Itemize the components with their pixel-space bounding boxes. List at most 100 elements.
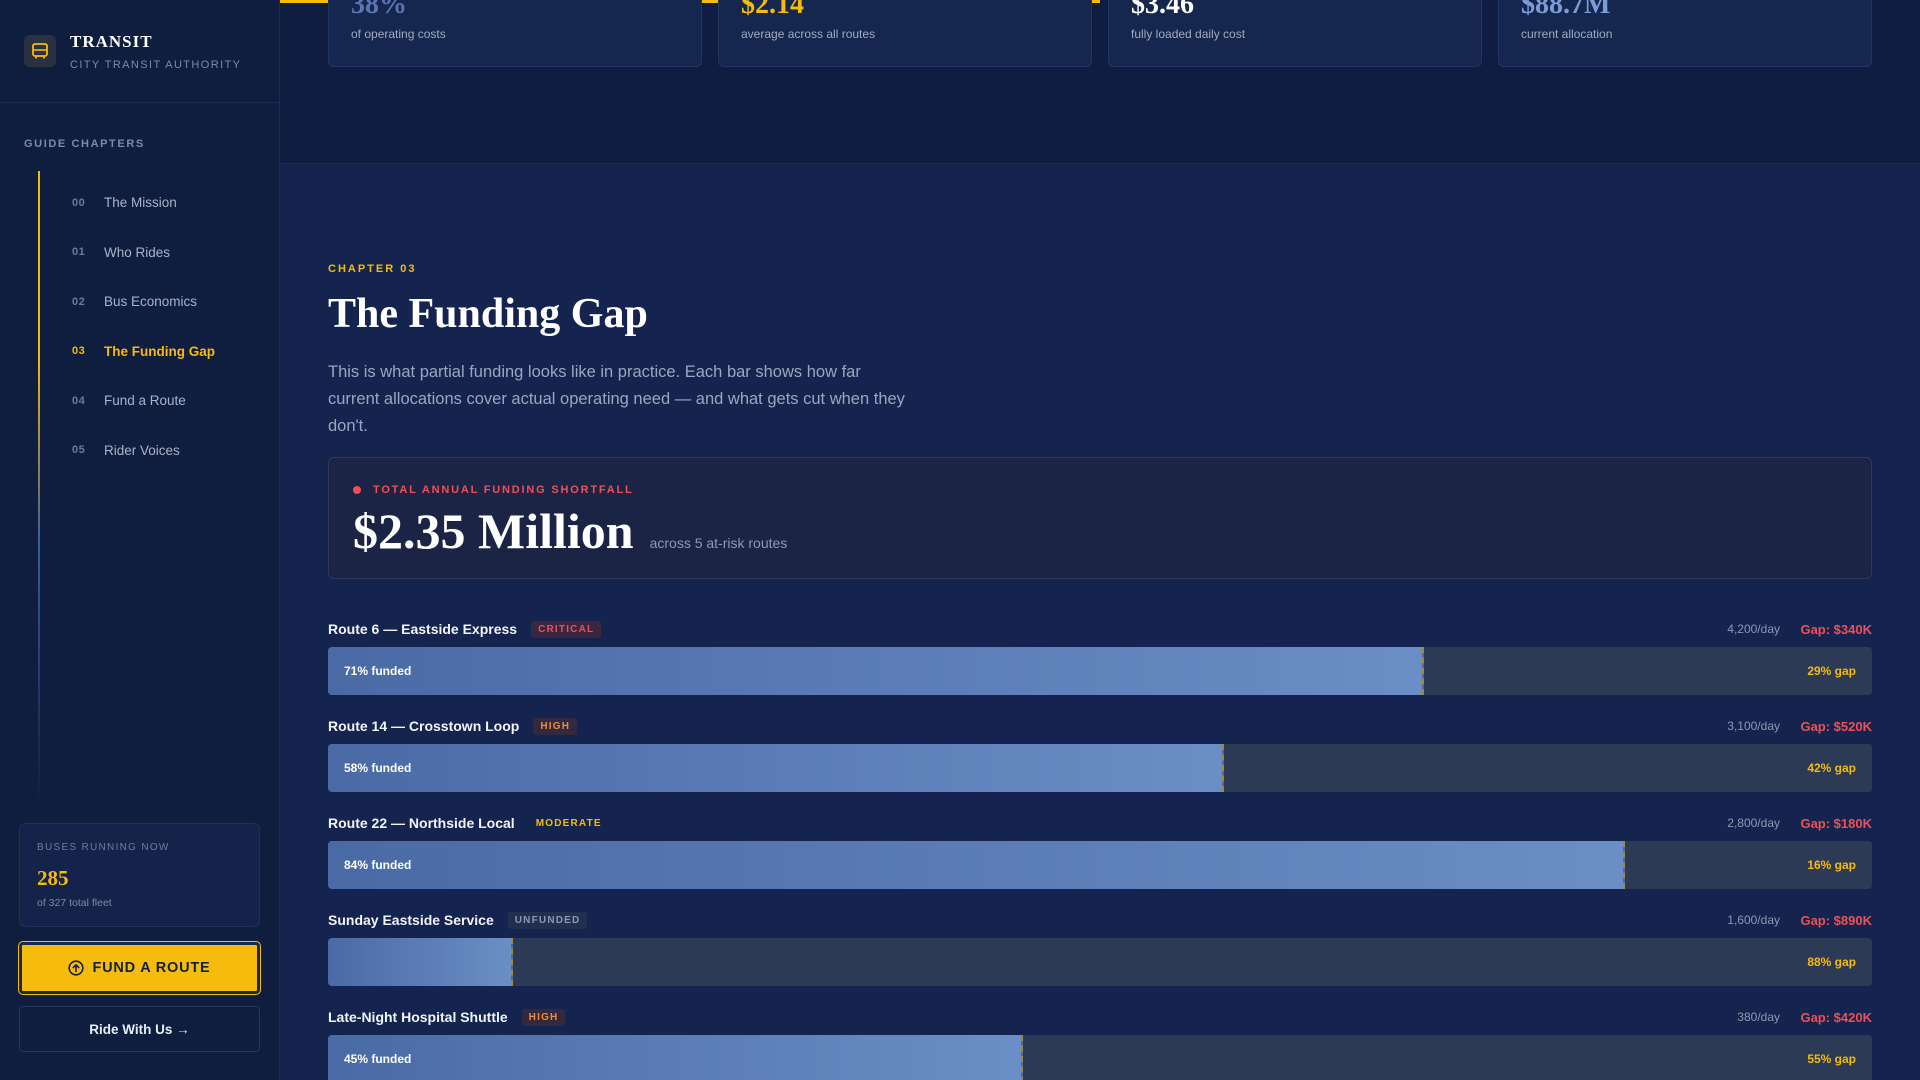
chapter-item-bus-economics[interactable]: 02 Bus Economics bbox=[72, 277, 215, 327]
chapter-number: 02 bbox=[72, 295, 86, 308]
funded-label: 58% funded bbox=[344, 761, 412, 775]
buses-running-label: BUSES RUNNING NOW bbox=[37, 842, 170, 853]
route-ridership: 4,200/day bbox=[1727, 622, 1780, 636]
route-gap-amount: Gap: $520K bbox=[1800, 718, 1872, 734]
buses-running-count: 285 bbox=[37, 866, 69, 890]
chapter-label: The Funding Gap bbox=[104, 343, 215, 359]
route-name: Route 14 — Crosstown Loop bbox=[328, 718, 520, 734]
funding-bar-fill bbox=[328, 1035, 1023, 1080]
route-name: Late-Night Hospital Shuttle bbox=[328, 1009, 508, 1025]
chapter-number: 03 bbox=[72, 345, 86, 358]
brand[interactable]: TRANSIT CITY TRANSIT AUTHORITY bbox=[0, 0, 279, 103]
chapter-label: Rider Voices bbox=[104, 442, 180, 458]
shortfall-subtext: across 5 at-risk routes bbox=[649, 535, 788, 551]
chapter-item-rider-voices[interactable]: 05 Rider Voices bbox=[72, 426, 215, 476]
gap-label: 88% gap bbox=[1807, 955, 1856, 969]
funding-bar: 84% funded 16% gap bbox=[328, 841, 1872, 889]
funding-shortfall-card: TOTAL ANNUAL FUNDING SHORTFALL $2.35 Mil… bbox=[328, 457, 1872, 579]
funded-label: 71% funded bbox=[344, 664, 412, 678]
funding-bar-fill bbox=[328, 647, 1425, 695]
funding-bar: 71% funded 29% gap bbox=[328, 647, 1872, 695]
chapter-tag: CHAPTER 03 bbox=[328, 263, 417, 275]
chapter-number: 00 bbox=[72, 196, 86, 209]
buses-fleet-total: of 327 total fleet bbox=[37, 897, 112, 909]
shortfall-label-text: TOTAL ANNUAL FUNDING SHORTFALL bbox=[373, 484, 634, 496]
stat-label: fully loaded daily cost bbox=[1131, 27, 1246, 41]
stat-label: average across all routes bbox=[741, 27, 876, 41]
priority-badge: CRITICAL bbox=[531, 620, 602, 638]
route-row[interactable]: Route 6 — Eastside Express CRITICAL 4,20… bbox=[328, 616, 1872, 713]
stat-label: of operating costs bbox=[351, 27, 446, 41]
funding-bar: 58% funded 42% gap bbox=[328, 744, 1872, 792]
arrow-up-circle-icon bbox=[68, 960, 85, 976]
route-name: Sunday Eastside Service bbox=[328, 912, 494, 928]
chapter-progress-rail bbox=[38, 171, 40, 796]
route-gap-amount: Gap: $420K bbox=[1800, 1009, 1872, 1025]
brand-title: TRANSIT bbox=[70, 31, 153, 51]
route-header: Late-Night Hospital Shuttle HIGH 380/day… bbox=[328, 1004, 1872, 1030]
funding-bar-fill bbox=[328, 744, 1224, 792]
route-gap-amount: Gap: $180K bbox=[1800, 815, 1872, 831]
stat-value: $88.7M bbox=[1521, 0, 1611, 20]
stats-band: 38% of operating costs $2.14 average acr… bbox=[280, 0, 1920, 164]
funded-label: 84% funded bbox=[344, 858, 412, 872]
funding-bar: 45% funded 55% gap bbox=[328, 1035, 1872, 1080]
chapter-item-the-funding-gap[interactable]: 03 The Funding Gap bbox=[72, 327, 215, 377]
fund-a-route-label: FUND A ROUTE bbox=[92, 960, 211, 976]
funding-bar-fill bbox=[328, 841, 1625, 889]
fund-a-route-button[interactable]: FUND A ROUTE bbox=[18, 941, 261, 995]
route-gap-amount: Gap: $890K bbox=[1800, 912, 1872, 928]
stat-value: 38% bbox=[351, 0, 407, 20]
priority-badge: HIGH bbox=[521, 1008, 566, 1026]
stat-card: $3.46 fully loaded daily cost bbox=[1108, 0, 1482, 67]
chapter-description: This is what partial funding looks like … bbox=[328, 363, 905, 435]
shortfall-amount: $2.35 Million bbox=[353, 503, 634, 559]
route-list: Route 6 — Eastside Express CRITICAL 4,20… bbox=[328, 616, 1872, 1080]
priority-badge: UNFUNDED bbox=[507, 911, 588, 929]
buses-running-card: BUSES RUNNING NOW 285 of 327 total fleet bbox=[19, 823, 260, 927]
bus-icon bbox=[24, 35, 56, 67]
stat-label: current allocation bbox=[1521, 27, 1613, 41]
route-gap-amount: Gap: $340K bbox=[1800, 621, 1872, 637]
chapter-label: Who Rides bbox=[104, 244, 171, 260]
chapter-label: Bus Economics bbox=[104, 294, 198, 310]
gap-label: 42% gap bbox=[1807, 761, 1856, 775]
priority-badge: MODERATE bbox=[528, 814, 609, 832]
route-ridership: 380/day bbox=[1737, 1010, 1780, 1024]
route-row[interactable]: Route 22 — Northside Local MODERATE 2,80… bbox=[328, 810, 1872, 907]
chapter-label: The Mission bbox=[104, 195, 177, 211]
gap-label: 16% gap bbox=[1807, 858, 1856, 872]
route-name: Route 22 — Northside Local bbox=[328, 815, 515, 831]
chapters-heading: GUIDE CHAPTERS bbox=[24, 138, 145, 150]
main-content: 38% of operating costs $2.14 average acr… bbox=[280, 0, 1920, 1080]
route-name: Route 6 — Eastside Express bbox=[328, 621, 518, 637]
chapter-item-the-mission[interactable]: 00 The Mission bbox=[72, 178, 215, 228]
chapter-number: 04 bbox=[72, 394, 86, 407]
route-ridership: 2,800/day bbox=[1727, 816, 1780, 830]
stat-card: $2.14 average across all routes bbox=[718, 0, 1092, 67]
funding-bar-fill bbox=[328, 938, 514, 986]
chapter-item-who-rides[interactable]: 01 Who Rides bbox=[72, 228, 215, 278]
funded-label: 45% funded bbox=[344, 1052, 412, 1066]
ride-with-us-button[interactable]: Ride With Us → bbox=[19, 1006, 260, 1052]
shortfall-label: TOTAL ANNUAL FUNDING SHORTFALL bbox=[353, 484, 1847, 496]
stat-value: $2.14 bbox=[741, 0, 804, 20]
sidebar: TRANSIT CITY TRANSIT AUTHORITY GUIDE CHA… bbox=[0, 0, 280, 1080]
route-header: Route 22 — Northside Local MODERATE 2,80… bbox=[328, 810, 1872, 836]
brand-subtitle: CITY TRANSIT AUTHORITY bbox=[70, 58, 242, 71]
route-header: Route 14 — Crosstown Loop HIGH 3,100/day… bbox=[328, 713, 1872, 739]
route-header: Sunday Eastside Service UNFUNDED 1,600/d… bbox=[328, 907, 1872, 933]
stat-card: $88.7M current allocation bbox=[1498, 0, 1872, 67]
route-row[interactable]: Late-Night Hospital Shuttle HIGH 380/day… bbox=[328, 1004, 1872, 1080]
chapter-number: 05 bbox=[72, 444, 86, 457]
route-row[interactable]: Sunday Eastside Service UNFUNDED 1,600/d… bbox=[328, 907, 1872, 1004]
page-title: The Funding Gap bbox=[328, 291, 648, 337]
route-ridership: 3,100/day bbox=[1727, 719, 1780, 733]
route-row[interactable]: Route 14 — Crosstown Loop HIGH 3,100/day… bbox=[328, 713, 1872, 810]
chapter-item-fund-a-route[interactable]: 04 Fund a Route bbox=[72, 376, 215, 426]
gap-label: 55% gap bbox=[1807, 1052, 1856, 1066]
stat-card: 38% of operating costs bbox=[328, 0, 702, 67]
route-header: Route 6 — Eastside Express CRITICAL 4,20… bbox=[328, 616, 1872, 642]
chapter-number: 01 bbox=[72, 246, 86, 259]
route-ridership: 1,600/day bbox=[1727, 913, 1780, 927]
